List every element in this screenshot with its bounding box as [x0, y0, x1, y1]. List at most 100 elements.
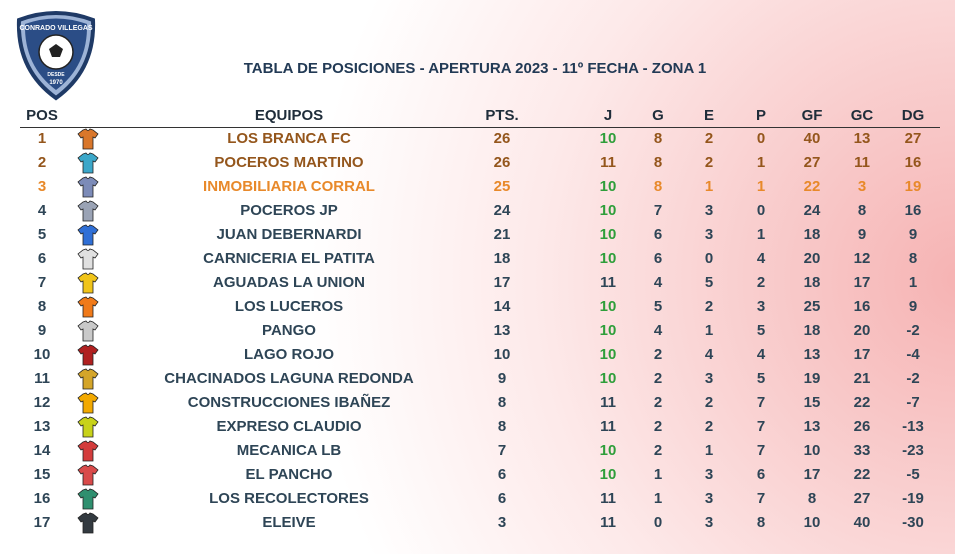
team-shirt	[77, 392, 99, 414]
team: JUAN DEBERNARDI	[216, 226, 362, 243]
goal-diff: -2	[906, 322, 920, 339]
pos: 12	[33, 394, 51, 411]
played: 11	[600, 274, 616, 291]
goals-against: 9	[857, 226, 867, 243]
pos: 13	[33, 418, 51, 435]
drawn: 1	[704, 322, 714, 339]
played: 10	[599, 346, 617, 363]
lost: 2	[756, 274, 766, 291]
won: 6	[653, 250, 663, 267]
pos: 17	[33, 514, 51, 531]
team-shirt	[77, 416, 99, 438]
column-header: E	[703, 107, 715, 124]
goal-diff: 9	[908, 226, 918, 243]
points: 13	[493, 322, 511, 339]
team-shirt	[77, 248, 99, 270]
goals-against: 3	[857, 178, 867, 195]
goal-diff: -19	[902, 490, 924, 507]
played: 10	[599, 226, 617, 243]
drawn: 3	[704, 514, 714, 531]
table-title: TABLA DE POSICIONES - APERTURA 2023 - 11…	[243, 60, 707, 77]
drawn: 2	[704, 418, 714, 435]
played: 10	[599, 202, 617, 219]
goals-against: 22	[853, 394, 871, 411]
pos: 15	[33, 466, 51, 483]
team: POCEROS JP	[240, 202, 338, 219]
goals-against: 8	[857, 202, 867, 219]
goals-for: 40	[803, 130, 821, 147]
team: CHACINADOS LAGUNA REDONDA	[164, 370, 414, 387]
goals-against: 22	[853, 466, 871, 483]
drawn: 3	[704, 370, 714, 387]
goals-against: 13	[853, 130, 871, 147]
column-header: EQUIPOS	[254, 107, 324, 124]
lost: 6	[756, 466, 766, 483]
goal-diff: 9	[908, 298, 918, 315]
points: 21	[493, 226, 511, 243]
points: 7	[497, 442, 507, 459]
goals-for: 17	[803, 466, 821, 483]
team-shirt	[77, 176, 99, 198]
played: 10	[599, 322, 617, 339]
played: 11	[600, 514, 616, 531]
lost: 3	[756, 298, 766, 315]
lost: 5	[756, 370, 766, 387]
team-shirt	[77, 152, 99, 174]
goals-against: 17	[853, 274, 871, 291]
played: 11	[600, 394, 616, 411]
team: POCEROS MARTINO	[214, 154, 364, 171]
team: CONSTRUCCIONES IBAÑEZ	[187, 394, 391, 411]
played: 10	[599, 370, 617, 387]
won: 5	[653, 298, 663, 315]
drawn: 2	[704, 298, 714, 315]
won: 8	[653, 178, 663, 195]
column-header: GF	[801, 107, 823, 124]
lost: 7	[756, 394, 766, 411]
goals-for: 22	[803, 178, 821, 195]
goal-diff: 8	[908, 250, 918, 267]
pos: 9	[37, 322, 47, 339]
team: PANGO	[262, 322, 316, 339]
drawn: 1	[704, 178, 714, 195]
lost: 8	[756, 514, 766, 531]
column-header: POS	[26, 107, 58, 124]
team: INMOBILIARIA CORRAL	[203, 178, 375, 195]
drawn: 3	[704, 226, 714, 243]
team: EL PANCHO	[245, 466, 333, 483]
pos: 6	[37, 250, 47, 267]
goals-for: 18	[803, 322, 821, 339]
lost: 0	[756, 202, 766, 219]
goals-for: 27	[803, 154, 821, 171]
goal-diff: 19	[904, 178, 922, 195]
lost: 4	[756, 346, 766, 363]
drawn: 3	[704, 202, 714, 219]
team: LAGO ROJO	[243, 346, 335, 363]
points: 24	[493, 202, 511, 219]
goals-for: 18	[803, 274, 821, 291]
goals-for: 19	[803, 370, 821, 387]
goal-diff: 16	[904, 202, 922, 219]
goal-diff: -5	[906, 466, 920, 483]
team: LOS RECOLECTORES	[209, 490, 369, 507]
drawn: 5	[704, 274, 714, 291]
pos: 8	[37, 298, 47, 315]
pos: 2	[37, 154, 47, 171]
goals-for: 13	[803, 346, 821, 363]
pos: 3	[37, 178, 47, 195]
team-shirt	[77, 512, 99, 534]
header-rule	[20, 127, 940, 128]
goals-for: 18	[803, 226, 821, 243]
team-shirt	[77, 368, 99, 390]
team: LOS BRANCA FC	[227, 130, 351, 147]
team-shirt	[77, 320, 99, 342]
points: 14	[493, 298, 511, 315]
won: 8	[653, 154, 663, 171]
goal-diff: -23	[902, 442, 924, 459]
column-header: DG	[901, 107, 925, 124]
points: 17	[493, 274, 511, 291]
team-shirt	[77, 440, 99, 462]
lost: 1	[756, 154, 766, 171]
logo-name: CONRADO VILLEGAS	[19, 25, 92, 32]
goals-against: 26	[853, 418, 871, 435]
